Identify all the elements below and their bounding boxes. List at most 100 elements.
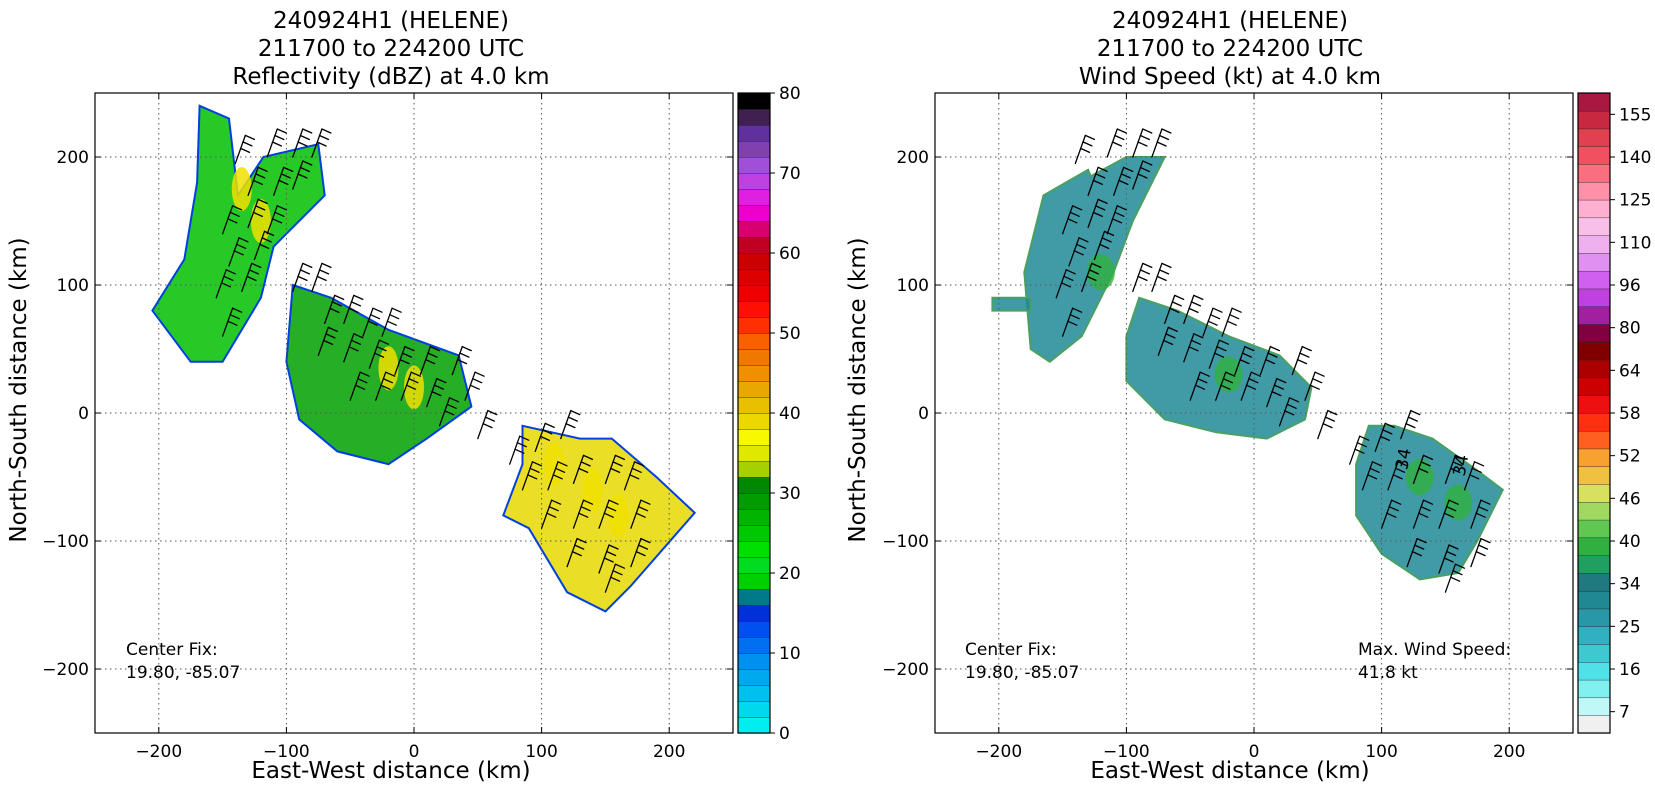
wind-barb: [253, 230, 275, 261]
colorbar-swatch: [1577, 679, 1611, 699]
colorbar-swatch: [737, 204, 771, 222]
colorbar-swatch: [737, 540, 771, 558]
y-tick-label: −100: [42, 532, 89, 552]
colorbar-tick-label: 64: [1619, 361, 1641, 381]
high-reflectivity-cell: [231, 167, 252, 211]
wind-barb: [1317, 409, 1338, 440]
colorbar-tick-label: 10: [779, 644, 801, 664]
wind-barb: [1400, 409, 1421, 440]
colorbar-swatch: [737, 524, 771, 542]
colorbar-swatch: [737, 604, 771, 622]
right-note-center-coords: 19.80, -85.07: [965, 663, 1079, 683]
colorbar-swatch: [1577, 252, 1611, 272]
right-note-center-fix: Center Fix:: [965, 640, 1057, 660]
wind-barb: [438, 397, 460, 427]
wind-barb: [1208, 339, 1229, 369]
wind-barb: [400, 371, 421, 401]
wind-barb: [630, 499, 651, 529]
wind-speed-panel: 240924H1 (HELENE) 211700 to 224200 UTC W…: [845, 8, 1651, 784]
y-tick-label: 200: [897, 148, 929, 168]
colorbar-swatch: [1577, 430, 1611, 450]
wind-barb: [324, 294, 345, 325]
right-title-line-2: 211700 to 224200 UTC: [1097, 36, 1363, 62]
wind-barb: [451, 345, 472, 376]
wind-barb: [266, 128, 287, 158]
wind-barb: [477, 409, 498, 440]
x-tick-label: 200: [653, 742, 685, 762]
wind-barb: [419, 345, 441, 376]
wind-barb: [311, 128, 332, 158]
colorbar-swatch: [737, 700, 771, 718]
wind-barb: [1183, 333, 1204, 363]
wind-barb: [1189, 371, 1210, 401]
reflectivity-colorbar: 0 10 20 30 40 50 60 70 80: [737, 84, 801, 744]
colorbar-tick-label: 80: [779, 84, 801, 104]
wind-barb: [566, 537, 587, 568]
wind-barb: [623, 461, 645, 491]
wind-barb: [1081, 262, 1102, 293]
wind-barb: [1164, 294, 1185, 325]
wind-barb: [1215, 371, 1236, 401]
wind-barb: [1061, 307, 1083, 337]
colorbar-swatch: [1577, 643, 1611, 663]
colorbar-swatch: [737, 412, 771, 430]
colorbar-swatch: [1577, 608, 1611, 627]
colorbar-swatch: [1577, 199, 1611, 219]
wind-barb: [228, 237, 249, 267]
y-tick-label: −200: [42, 660, 89, 680]
wind-barb: [292, 128, 313, 158]
wind-barb: [1106, 128, 1127, 158]
wind-barb: [221, 205, 243, 235]
right-title-line-1: 240924H1 (HELENE): [1112, 8, 1348, 34]
wind-barb: [1106, 205, 1127, 235]
y-tick-label: −200: [882, 660, 929, 680]
wind-barb: [547, 461, 568, 491]
wind-barb: [343, 294, 364, 325]
left-note-center-coords: 19.80, -85.07: [126, 663, 240, 683]
colorbar-swatch: [1577, 377, 1611, 396]
left-title-line-1: 240924H1 (HELENE): [273, 8, 509, 34]
colorbar-swatch: [737, 268, 771, 286]
colorbar-swatch: [737, 140, 771, 158]
wind-barb: [272, 166, 294, 197]
colorbar-tick-label: 30: [779, 484, 801, 504]
wind-barb: [1470, 537, 1491, 568]
colorbar-swatch: [1577, 323, 1611, 343]
colorbar-tick-label: 70: [779, 164, 801, 184]
wind-barb: [1412, 454, 1434, 485]
wind-speed-colorbar: 7 16 25 34 40 46 52 58 64 80 96 110 125 140 155: [1577, 92, 1651, 734]
colorbar-swatch: [737, 508, 771, 526]
colorbar-swatch: [1577, 715, 1611, 734]
higher-wind-cell: [1214, 356, 1243, 393]
colorbar-tick-label: 125: [1619, 191, 1651, 211]
wind-barb: [292, 160, 313, 190]
wind-barb: [241, 262, 262, 293]
wind-barb: [1349, 435, 1370, 465]
colorbar-tick-label: 60: [779, 244, 801, 264]
colorbar-swatch: [1577, 661, 1611, 681]
colorbar-swatch: [737, 236, 771, 254]
x-tick-label: 100: [1365, 742, 1397, 762]
colorbar-swatch: [1577, 537, 1611, 556]
colorbar-swatch: [737, 220, 771, 238]
colorbar-tick-label: 80: [1619, 319, 1641, 339]
colorbar-swatch: [1577, 466, 1611, 485]
colorbar-swatch: [1577, 146, 1611, 165]
wind-barb: [1132, 160, 1153, 190]
left-title-line-2: 211700 to 224200 UTC: [258, 36, 524, 62]
colorbar-tick-label: 52: [1619, 447, 1641, 467]
colorbar-swatch: [737, 316, 771, 334]
wind-barb: [509, 435, 530, 465]
colorbar-swatch: [737, 284, 771, 302]
wind-barb: [534, 422, 555, 453]
higher-wind-cell: [1444, 484, 1473, 521]
colorbar-swatch: [1577, 92, 1611, 112]
wind-barb: [1412, 499, 1434, 529]
left-ylabel: North-South distance (km): [6, 237, 32, 542]
wind-barb: [317, 326, 338, 357]
wind-barb: [1087, 166, 1108, 197]
wind-barb: [368, 339, 389, 369]
wind-barb: [1151, 262, 1172, 293]
wind-barb: [598, 544, 619, 574]
left-xlabel: East-West distance (km): [251, 758, 530, 784]
